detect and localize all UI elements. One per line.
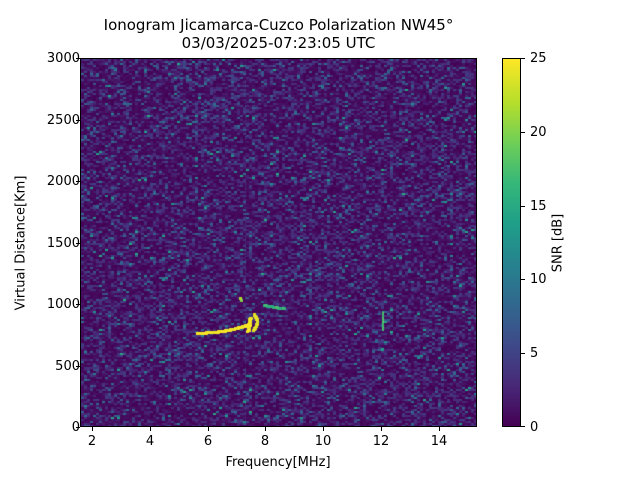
colorbar-tick-mark — [521, 206, 525, 207]
colorbar — [502, 58, 521, 427]
y-tick-label: 3000 — [46, 51, 80, 66]
y-tick-mark — [76, 120, 80, 121]
colorbar-tick-mark — [521, 426, 525, 427]
colorbar-tick-label: 10 — [530, 272, 547, 287]
colorbar-tick-mark — [521, 279, 525, 280]
x-tick-mark — [381, 427, 382, 431]
y-tick-mark — [76, 243, 80, 244]
x-tick-label: 10 — [314, 434, 332, 449]
colorbar-tick-label: 15 — [530, 199, 547, 214]
y-tick-mark — [76, 366, 80, 367]
colorbar-tick-label: 0 — [530, 420, 539, 435]
y-tick-mark — [76, 427, 80, 428]
x-tick-mark — [208, 427, 209, 431]
x-tick-label: 14 — [430, 434, 448, 449]
y-tick-label: 2500 — [46, 113, 80, 128]
colorbar-tick-label: 25 — [530, 51, 547, 66]
colorbar-tick-mark — [521, 132, 525, 133]
y-tick-mark — [76, 304, 80, 305]
colorbar-tick-label: 20 — [530, 125, 547, 140]
colorbar-tick-mark — [521, 353, 525, 354]
colorbar-tick-label: 5 — [530, 346, 539, 361]
y-tick-mark — [76, 58, 80, 59]
y-tick-label: 0 — [71, 420, 80, 435]
x-tick-mark — [265, 427, 266, 431]
x-axis-label: Frequency[MHz] — [225, 455, 331, 470]
y-tick-label: 1000 — [46, 297, 80, 312]
x-tick-label: 12 — [372, 434, 390, 449]
y-tick-mark — [76, 181, 80, 182]
y-tick-label: 1500 — [46, 236, 80, 251]
x-tick-mark — [439, 427, 440, 431]
x-tick-label: 2 — [87, 434, 97, 449]
x-tick-label: 4 — [145, 434, 155, 449]
y-axis-label: Virtual Distance[Km] — [13, 175, 29, 311]
x-tick-mark — [150, 427, 151, 431]
chart-subtitle: 03/03/2025-07:23:05 UTC — [181, 34, 376, 52]
x-tick-mark — [323, 427, 324, 431]
y-tick-label: 2000 — [46, 174, 80, 189]
ionogram-heatmap — [80, 58, 477, 427]
chart-title: Ionogram Jicamarca-Cuzco Polarization NW… — [103, 16, 454, 34]
colorbar-tick-mark — [521, 58, 525, 59]
y-tick-label: 500 — [55, 359, 80, 374]
x-tick-label: 6 — [203, 434, 213, 449]
colorbar-label: SNR [dB] — [550, 213, 566, 273]
x-tick-label: 8 — [260, 434, 270, 449]
x-tick-mark — [92, 427, 93, 431]
